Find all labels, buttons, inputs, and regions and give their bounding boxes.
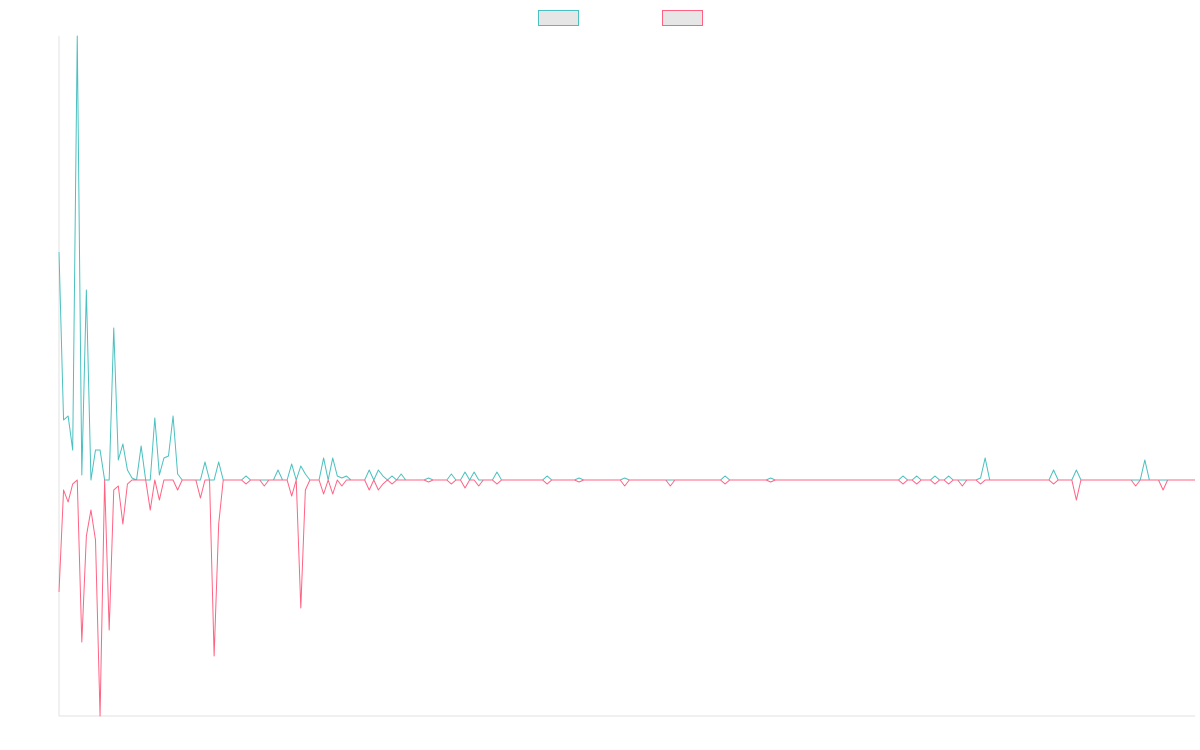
legend-swatch[interactable] <box>538 10 579 26</box>
legend-swatch[interactable] <box>662 10 703 26</box>
series-line <box>58 35 1195 481</box>
series-line <box>58 479 1195 717</box>
